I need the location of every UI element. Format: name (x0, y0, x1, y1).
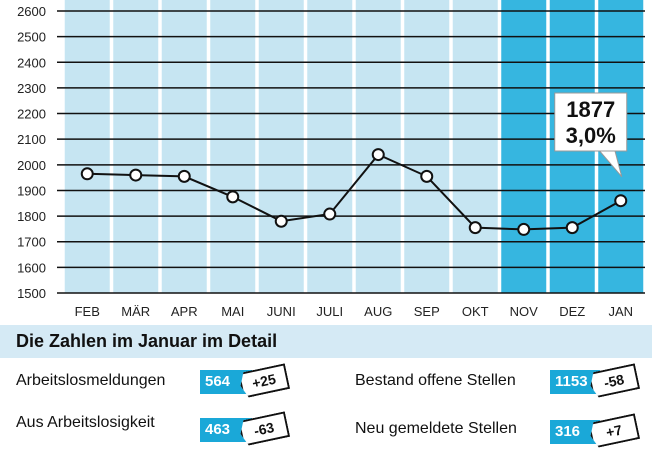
y-tick-label-5: 2000 (17, 158, 46, 173)
month-column-9 (501, 0, 547, 293)
series-line (87, 153, 622, 231)
month-column-1 (113, 0, 159, 293)
y-tick-label-0: 1500 (17, 286, 46, 301)
month-column-3 (210, 0, 256, 293)
callout-percent: 3,0% (566, 123, 616, 148)
row-label-arbeitslosmeldungen: Arbeitslosmeldungen (16, 372, 166, 389)
y-tick-label-1: 1600 (17, 260, 46, 275)
month-column-2 (161, 0, 207, 293)
data-point-5 (323, 207, 337, 221)
x-tick-label-4: JUNI (267, 304, 296, 319)
callout-value: 1877 (566, 97, 615, 122)
y-tick-label-11: 2600 (17, 4, 46, 19)
data-point-9 (517, 222, 531, 236)
x-tick-label-5: JULI (316, 304, 343, 319)
x-tick-label-2: APR (171, 304, 198, 319)
row-label-aus-arbeitslosigkeit: Aus Arbeitslosigkeit (16, 414, 155, 431)
month-column-7 (404, 0, 450, 293)
y-tick-label-9: 2400 (17, 55, 46, 70)
y-tick-label-7: 2200 (17, 107, 46, 122)
y-tick-label-4: 1900 (17, 183, 46, 198)
y-axis-ticks: 1500 1600 1700 1800 1900 2000 2100 2200 2300 2400… (17, 4, 46, 301)
month-column-4 (258, 0, 304, 293)
data-point-2 (177, 169, 191, 183)
data-point-10 (565, 221, 579, 235)
x-tick-label-0: FEB (75, 304, 100, 319)
x-tick-label-8: OKT (462, 304, 489, 319)
y-tick-label-8: 2300 (17, 81, 46, 96)
data-point-6 (371, 148, 385, 162)
x-tick-label-6: AUG (364, 304, 392, 319)
month-columns (64, 0, 644, 293)
data-point-11 (614, 194, 628, 208)
detail-header: Die Zahlen im Januar im Detail (0, 325, 652, 358)
data-point-4 (274, 214, 288, 228)
month-column-8 (452, 0, 498, 293)
callout-box (554, 92, 628, 152)
x-tick-label-9: NOV (510, 304, 539, 319)
data-point-3 (226, 190, 240, 204)
row-label-neu-gemeldete-stellen: Neu gemeldete Stellen (355, 420, 517, 437)
x-tick-label-1: MÄR (121, 304, 150, 319)
data-point-1 (129, 168, 143, 182)
y-tick-label-10: 2500 (17, 30, 46, 45)
month-column-5 (307, 0, 353, 293)
x-tick-label-3: MAI (221, 304, 244, 319)
data-point-0 (80, 167, 94, 181)
data-point-8 (468, 221, 482, 235)
data-point-7 (420, 169, 434, 183)
row-label-bestand-offene-stellen: Bestand offene Stellen (355, 372, 516, 389)
y-tick-label-2: 1700 (17, 235, 46, 250)
series-line-path (87, 153, 622, 231)
x-axis-ticks: FEB MÄR APR MAI JUNI JULI AUG SEP OKT NOV DEZ JAN (75, 304, 633, 319)
x-tick-label-7: SEP (414, 304, 440, 319)
y-tick-label-6: 2100 (17, 132, 46, 147)
series-points (80, 148, 628, 236)
x-tick-label-10: DEZ (559, 304, 585, 319)
jan-callout: 1877 3,0% (554, 92, 628, 178)
gridlines (57, 10, 645, 294)
month-column-6 (355, 0, 401, 293)
x-tick-label-11: JAN (608, 304, 633, 319)
month-column-0 (64, 0, 110, 293)
line-chart: 1500 1600 1700 1800 1900 2000 2100 2200 2300 2400… (17, 0, 645, 319)
y-tick-label-3: 1800 (17, 209, 46, 224)
detail-title: Die Zahlen im Januar im Detail (16, 331, 278, 351)
